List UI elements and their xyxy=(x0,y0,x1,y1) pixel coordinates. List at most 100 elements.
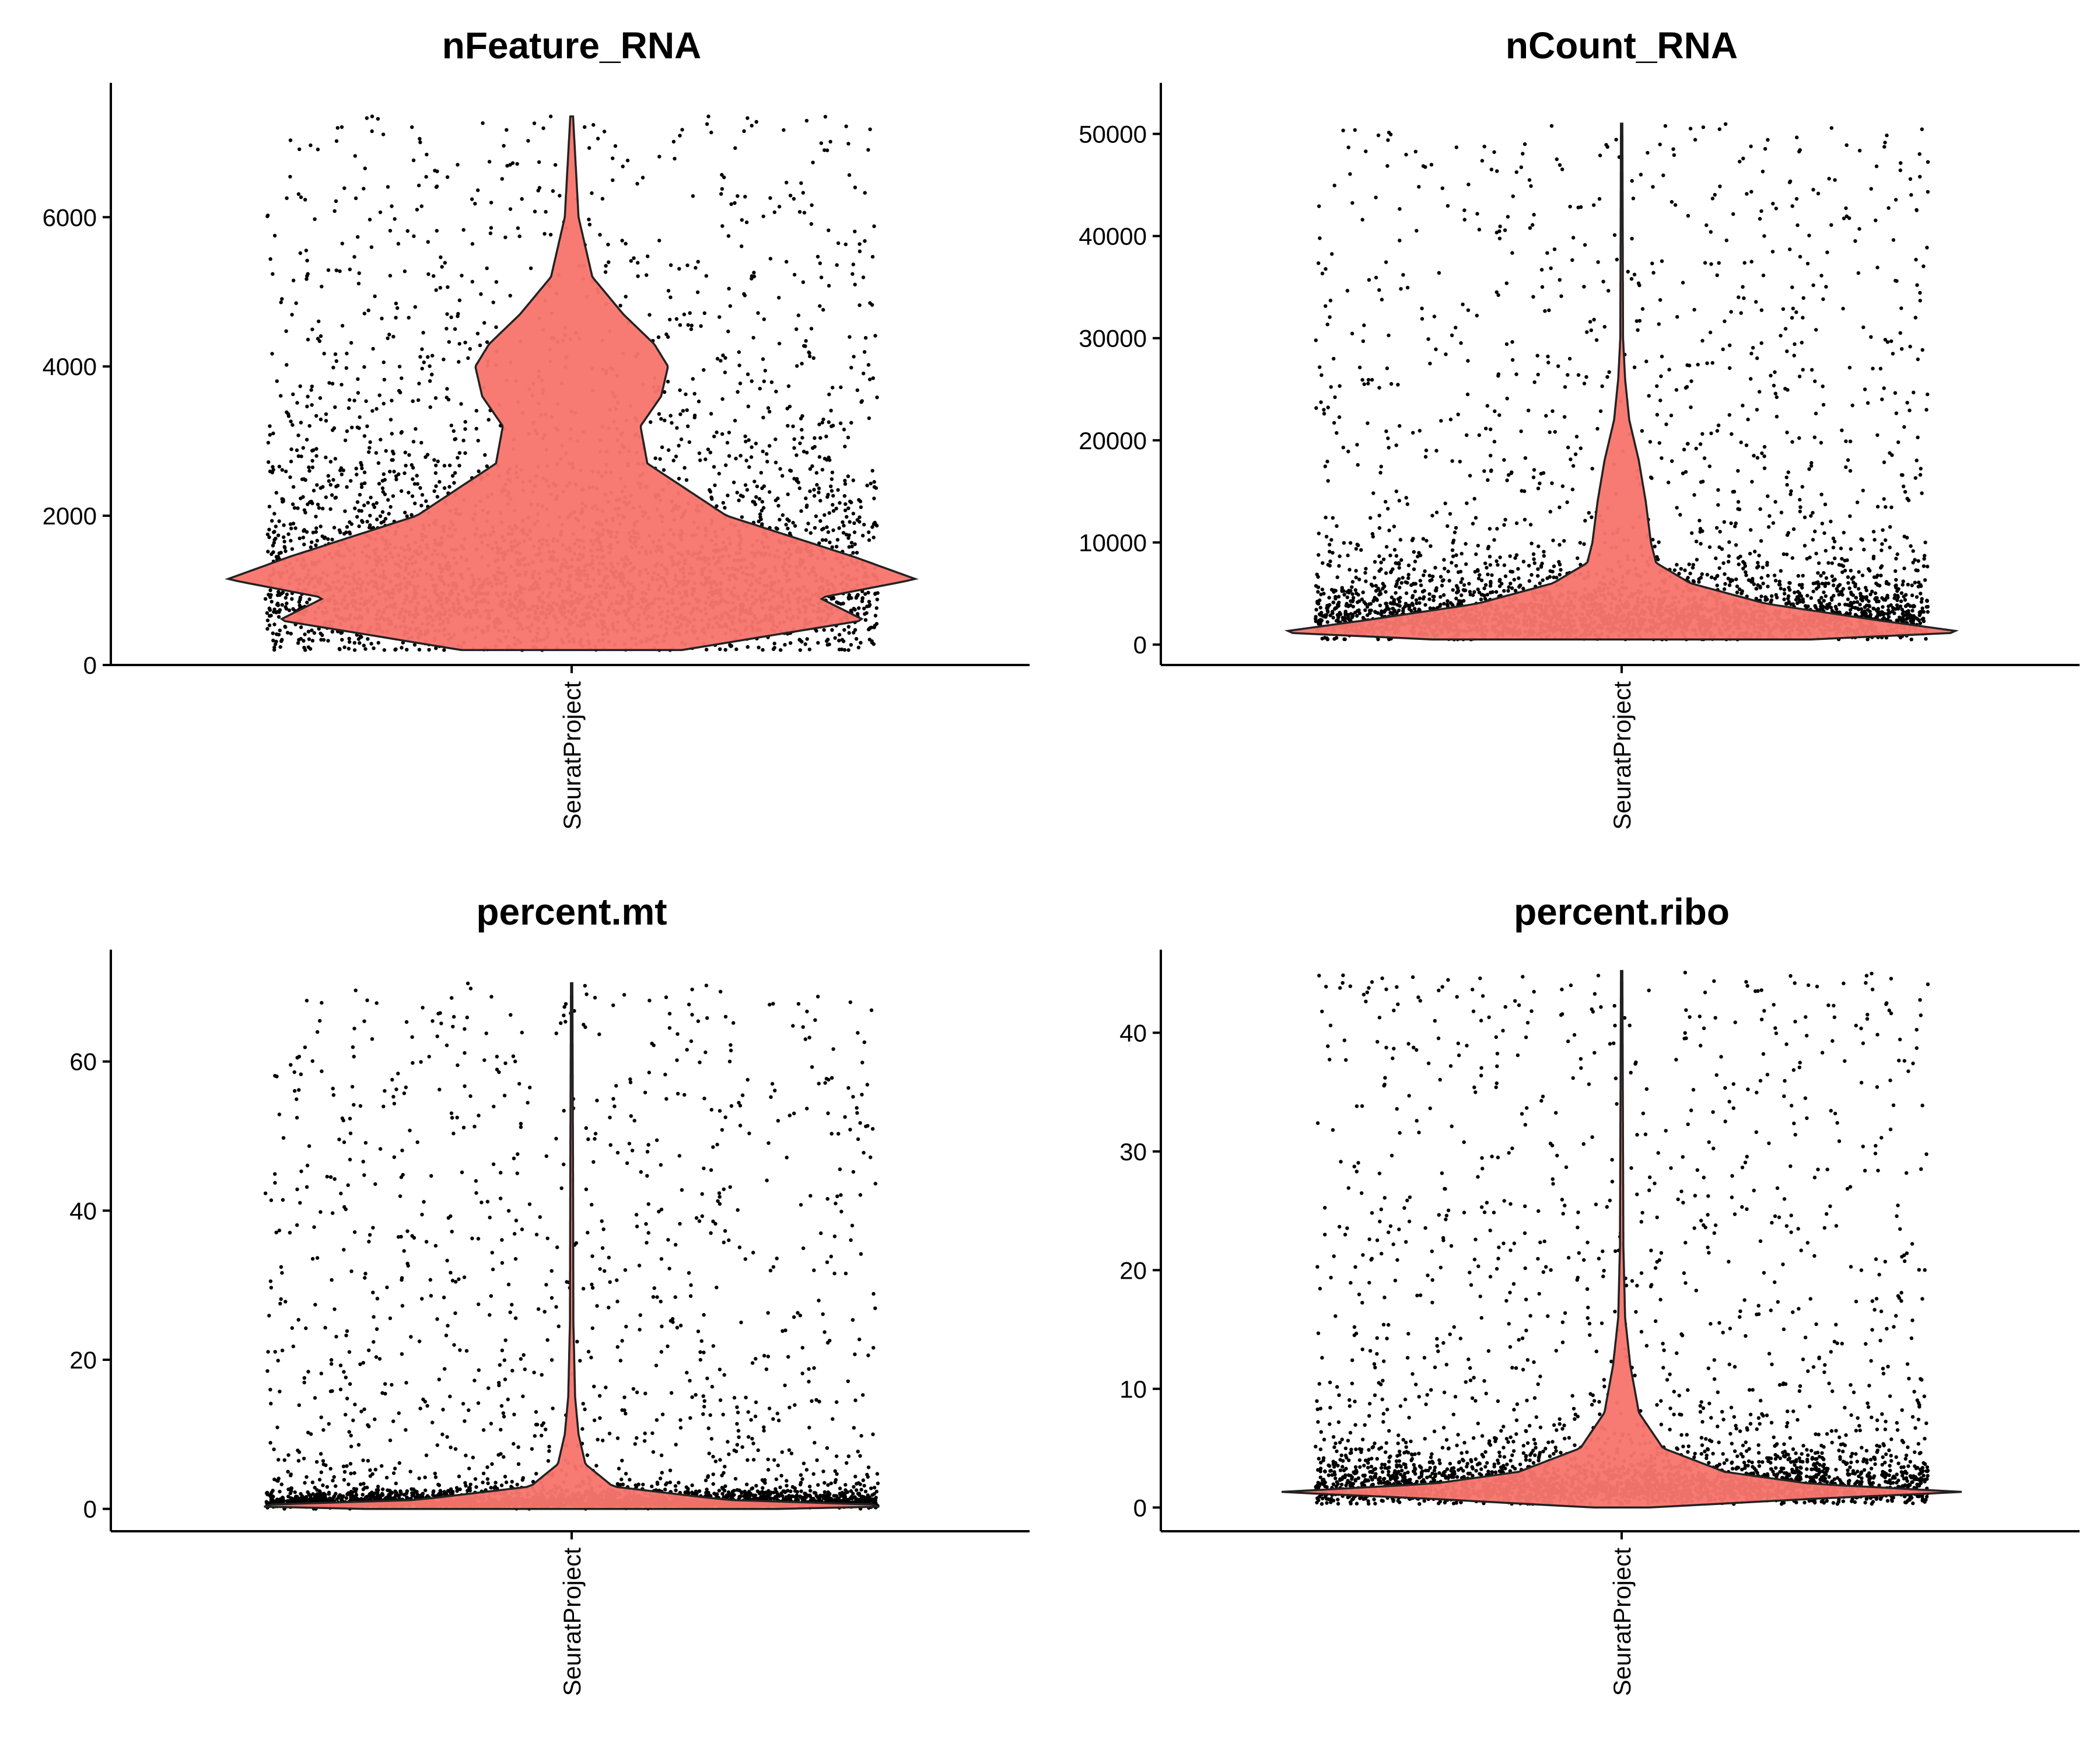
data-point xyxy=(1708,330,1713,335)
data-point xyxy=(1582,285,1586,289)
data-point xyxy=(743,483,748,487)
data-point xyxy=(724,463,728,467)
data-point xyxy=(457,298,462,302)
data-point xyxy=(1902,425,1906,429)
data-point xyxy=(310,639,315,643)
data-point xyxy=(1841,306,1845,311)
data-point xyxy=(830,489,834,493)
data-point xyxy=(333,496,337,500)
data-point xyxy=(285,631,290,635)
data-point xyxy=(485,266,489,271)
data-point xyxy=(831,509,836,513)
data-point xyxy=(265,626,270,631)
data-point xyxy=(330,629,334,634)
data-point xyxy=(778,467,782,471)
data-point xyxy=(1492,150,1496,154)
data-point xyxy=(272,530,276,534)
data-point xyxy=(278,608,282,612)
data-point xyxy=(274,491,278,495)
data-point xyxy=(1753,550,1757,554)
data-point xyxy=(1511,194,1515,198)
data-point xyxy=(675,426,679,430)
data-point xyxy=(481,121,485,125)
data-point xyxy=(356,235,360,239)
data-point xyxy=(1422,573,1426,578)
data-point xyxy=(1562,415,1567,419)
data-point xyxy=(777,205,782,209)
data-point xyxy=(463,420,467,424)
data-point xyxy=(296,192,301,196)
data-point xyxy=(1902,484,1906,488)
data-point xyxy=(380,316,384,321)
data-point xyxy=(765,452,769,456)
data-point xyxy=(282,523,286,527)
data-point xyxy=(870,525,874,529)
data-point xyxy=(1845,143,1849,147)
data-point xyxy=(810,203,814,207)
data-point xyxy=(503,235,508,240)
data-point xyxy=(491,300,495,304)
data-point xyxy=(302,646,306,650)
data-point xyxy=(343,509,347,513)
data-point xyxy=(353,154,357,158)
data-point xyxy=(542,232,547,236)
data-point xyxy=(338,468,342,473)
data-point xyxy=(1377,554,1381,558)
data-point xyxy=(1497,236,1502,241)
data-point xyxy=(1895,603,1899,607)
data-point xyxy=(267,614,272,618)
data-point xyxy=(362,503,366,508)
data-point xyxy=(445,387,449,391)
data-point xyxy=(668,414,673,418)
data-point xyxy=(1377,386,1381,390)
data-point xyxy=(657,155,662,159)
data-point xyxy=(318,396,323,400)
data-point xyxy=(723,370,727,374)
data-point xyxy=(825,458,829,462)
data-point xyxy=(1688,127,1693,131)
data-point xyxy=(798,441,802,446)
data-point xyxy=(317,319,321,324)
data-point xyxy=(388,229,393,233)
data-point xyxy=(442,486,447,490)
data-point xyxy=(461,439,466,443)
data-point xyxy=(851,262,856,267)
data-point xyxy=(846,596,850,600)
data-point xyxy=(316,337,320,341)
data-point xyxy=(324,412,328,416)
data-point xyxy=(288,138,293,142)
data-point xyxy=(830,597,834,601)
data-point xyxy=(1367,278,1371,282)
data-point xyxy=(1498,555,1502,559)
data-point xyxy=(766,406,771,410)
data-point xyxy=(343,438,348,443)
data-point xyxy=(517,234,522,239)
data-point xyxy=(1413,149,1418,154)
data-point xyxy=(768,490,772,494)
data-point xyxy=(828,139,832,144)
data-point xyxy=(799,416,803,421)
data-point xyxy=(1333,395,1337,400)
data-point xyxy=(735,491,739,495)
data-point xyxy=(410,463,414,467)
data-point xyxy=(1420,317,1424,321)
data-point xyxy=(1857,149,1862,153)
data-point xyxy=(721,501,726,505)
data-point xyxy=(745,488,750,492)
data-point xyxy=(368,446,372,450)
data-point xyxy=(528,266,533,270)
data-point xyxy=(304,249,309,253)
data-point xyxy=(835,538,840,542)
data-point xyxy=(285,592,289,597)
data-point xyxy=(831,424,835,428)
data-point xyxy=(761,357,765,361)
data-point xyxy=(289,447,293,452)
data-point xyxy=(668,263,673,267)
data-point xyxy=(319,638,323,642)
data-point xyxy=(1757,554,1761,558)
data-point xyxy=(403,510,407,514)
data-point xyxy=(1461,302,1465,306)
data-point xyxy=(374,407,379,411)
data-point xyxy=(298,536,302,541)
data-point xyxy=(1926,190,1930,194)
